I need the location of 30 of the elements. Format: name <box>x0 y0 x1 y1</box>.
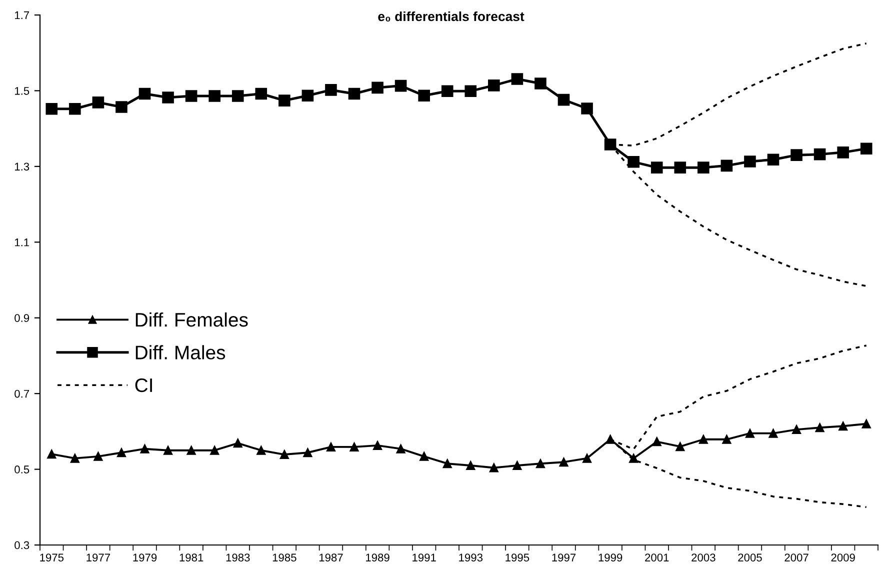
x-tick-label: 1991 <box>412 554 436 562</box>
x-tick-label: 1981 <box>180 554 204 562</box>
x-tick-label: 1995 <box>506 554 530 562</box>
y-tick-label: 1.1 <box>14 238 30 246</box>
legend-label: Diff. Females <box>136 312 248 327</box>
x-tick-label: 2009 <box>831 554 855 562</box>
y-tick-label: 1.3 <box>14 162 30 171</box>
x-tick-label: 1989 <box>366 554 390 562</box>
y-tick-label: 0.5 <box>14 466 30 474</box>
x-tick-label: 2007 <box>784 554 808 562</box>
x-tick-label: 1987 <box>319 554 343 562</box>
chart-title: e₀ differentials forecast <box>378 11 524 22</box>
y-tick-label: 1.5 <box>14 87 30 95</box>
y-tick-label: 1.7 <box>14 11 30 20</box>
x-tick-label: 2005 <box>738 554 762 562</box>
x-tick-label: 1997 <box>552 554 576 562</box>
y-tick-label: 0.7 <box>14 390 30 398</box>
x-tick-label: 1983 <box>226 554 250 562</box>
x-tick-label: 2001 <box>645 554 669 562</box>
x-tick-label: 1985 <box>272 554 296 562</box>
legend-label: CI <box>135 378 152 392</box>
x-tick-label: 1979 <box>133 554 157 562</box>
x-tick-label: 1993 <box>459 554 483 562</box>
x-tick-label: 1999 <box>598 554 622 562</box>
x-tick-label: 1975 <box>40 554 64 562</box>
y-tick-label: 0.3 <box>14 541 30 550</box>
x-tick-label: 2003 <box>692 554 716 562</box>
y-tick-label: 0.9 <box>14 314 30 322</box>
x-tick-label: 1977 <box>86 554 110 562</box>
legend-label: Diff. Males <box>136 345 226 360</box>
